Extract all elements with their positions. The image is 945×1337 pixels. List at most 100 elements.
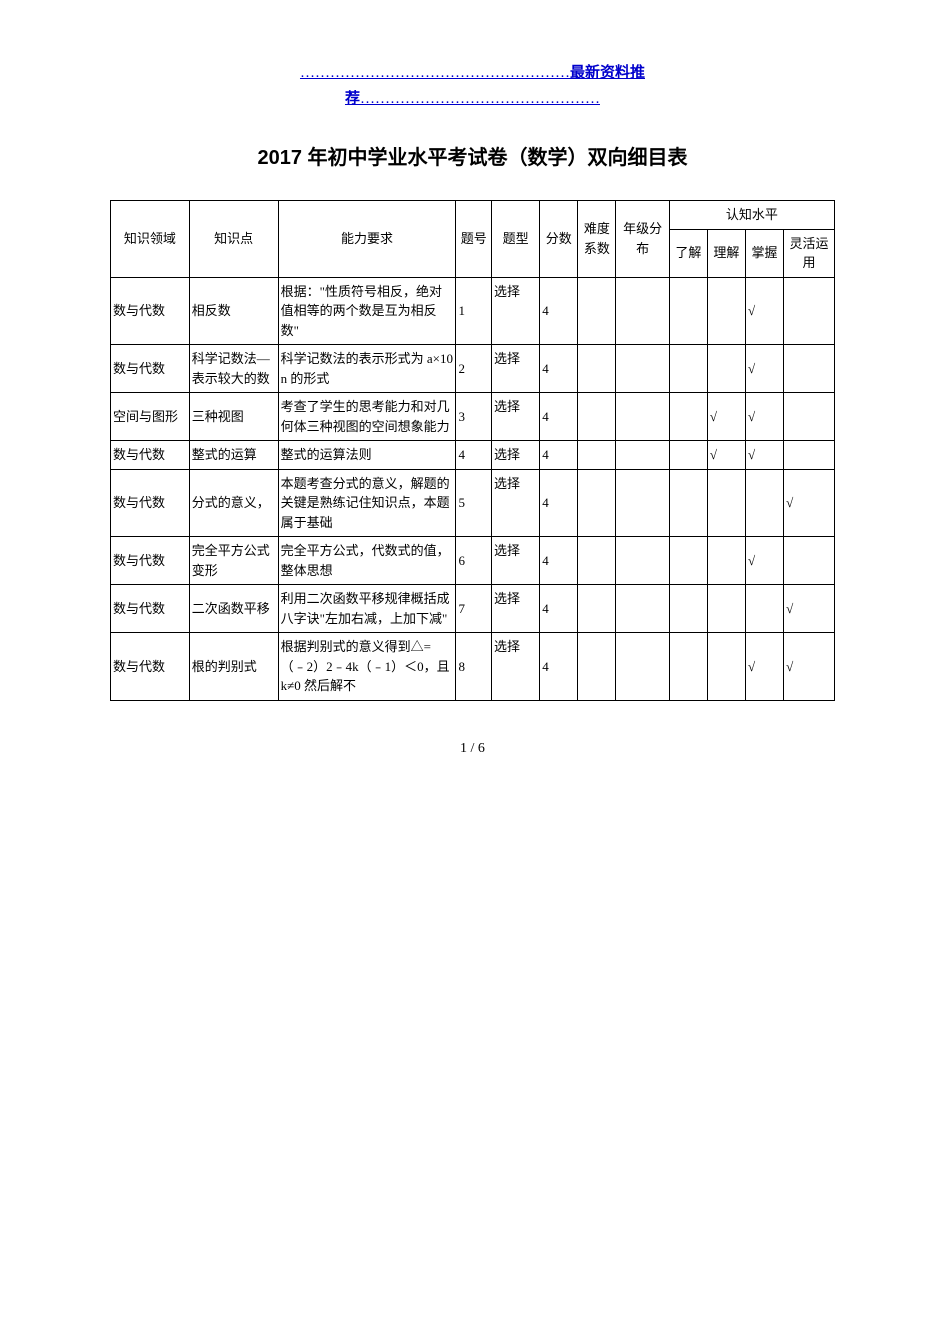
cell-cog-master: √ xyxy=(745,393,783,441)
cell-num: 3 xyxy=(456,393,492,441)
th-domain: 知识领域 xyxy=(111,201,190,278)
table-row: 数与代数完全平方公式变形完全平方公式，代数式的值，整体思想6选择4√ xyxy=(111,537,835,585)
cell-score: 4 xyxy=(540,441,578,470)
cell-num: 7 xyxy=(456,585,492,633)
cell-cog-flexible xyxy=(784,345,835,393)
table-row: 数与代数整式的运算整式的运算法则4选择4√√ xyxy=(111,441,835,470)
cell-cog-master: √ xyxy=(745,277,783,345)
cell-type: 选择 xyxy=(492,393,540,441)
banner-dots-left: ……………………………………………… xyxy=(300,65,570,81)
cell-difficulty xyxy=(578,393,616,441)
cell-num: 8 xyxy=(456,633,492,701)
cell-cog-master xyxy=(745,585,783,633)
cell-req: 考查了学生的思考能力和对几何体三种视图的空间想象能力 xyxy=(278,393,456,441)
cell-score: 4 xyxy=(540,393,578,441)
cell-cog-master: √ xyxy=(745,345,783,393)
header-row-1: 知识领域 知识点 能力要求 题号 题型 分数 难度系数 年级分布 认知水平 xyxy=(111,201,835,230)
cell-type: 选择 xyxy=(492,441,540,470)
cell-difficulty xyxy=(578,345,616,393)
cell-cog-flexible xyxy=(784,537,835,585)
cell-cog-flexible: √ xyxy=(784,633,835,701)
cell-point: 完全平方公式变形 xyxy=(189,537,278,585)
table-row: 空间与图形三种视图考查了学生的思考能力和对几何体三种视图的空间想象能力3选择4 √… xyxy=(111,393,835,441)
cell-cog-comprehend: √ xyxy=(707,441,745,470)
cell-cog-flexible xyxy=(784,441,835,470)
cell-req: 利用二次函数平移规律概括成八字诀"左加右减，上加下减" xyxy=(278,585,456,633)
cell-cog-know xyxy=(669,469,707,537)
cell-grade xyxy=(616,441,669,470)
cell-point: 相反数 xyxy=(189,277,278,345)
cell-cog-flexible xyxy=(784,393,835,441)
cell-grade xyxy=(616,585,669,633)
cell-score: 4 xyxy=(540,277,578,345)
th-grade: 年级分布 xyxy=(616,201,669,278)
cell-grade xyxy=(616,345,669,393)
th-point: 知识点 xyxy=(189,201,278,278)
th-score: 分数 xyxy=(540,201,578,278)
cell-domain: 空间与图形 xyxy=(111,393,190,441)
cell-domain: 数与代数 xyxy=(111,345,190,393)
cell-cog-comprehend xyxy=(707,633,745,701)
banner-text-2: 荐 xyxy=(345,91,360,107)
table-row: 数与代数二次函数平移利用二次函数平移规律概括成八字诀"左加右减，上加下减"7选择… xyxy=(111,585,835,633)
cell-cog-know xyxy=(669,537,707,585)
cell-point: 根的判别式 xyxy=(189,633,278,701)
page-footer: 1 / 6 xyxy=(110,741,835,757)
cell-req: 科学记数法的表示形式为 a×10n 的形式 xyxy=(278,345,456,393)
cell-score: 4 xyxy=(540,469,578,537)
cell-cog-comprehend xyxy=(707,537,745,585)
cell-req: 根据判别式的意义得到△=（﹣2）2﹣4k（﹣1）＜0，且 k≠0 然后解不 xyxy=(278,633,456,701)
cell-cog-comprehend xyxy=(707,345,745,393)
th-cog-know: 了解 xyxy=(669,229,707,277)
cell-cog-know xyxy=(669,441,707,470)
cell-difficulty xyxy=(578,585,616,633)
cell-cog-flexible: √ xyxy=(784,469,835,537)
cell-point: 三种视图 xyxy=(189,393,278,441)
page: ………………………………………………最新资料推 荐………………………………………… xyxy=(0,0,945,797)
cell-req: 本题考查分式的意义，解题的关键是熟练记住知识点，本题属于基础 xyxy=(278,469,456,537)
cell-num: 4 xyxy=(456,441,492,470)
cell-type: 选择 xyxy=(492,469,540,537)
cell-point: 科学记数法—表示较大的数 xyxy=(189,345,278,393)
table-row: 数与代数相反数根据："性质符号相反，绝对值相等的两个数是互为相反数"1选择4√ xyxy=(111,277,835,345)
cell-domain: 数与代数 xyxy=(111,277,190,345)
cell-difficulty xyxy=(578,277,616,345)
banner: ………………………………………………最新资料推 荐………………………………………… xyxy=(110,60,835,111)
banner-text-1: 最新资料推 xyxy=(570,65,645,81)
cell-domain: 数与代数 xyxy=(111,633,190,701)
cell-cog-master: √ xyxy=(745,633,783,701)
cell-num: 1 xyxy=(456,277,492,345)
cell-cog-flexible: √ xyxy=(784,585,835,633)
banner-dots-right: ………………………………………… xyxy=(360,91,600,107)
cell-type: 选择 xyxy=(492,345,540,393)
cell-domain: 数与代数 xyxy=(111,441,190,470)
cell-grade xyxy=(616,537,669,585)
cell-score: 4 xyxy=(540,585,578,633)
cell-cog-master xyxy=(745,469,783,537)
table-body: 数与代数相反数根据："性质符号相反，绝对值相等的两个数是互为相反数"1选择4√数… xyxy=(111,277,835,700)
cell-req: 整式的运算法则 xyxy=(278,441,456,470)
cell-difficulty xyxy=(578,537,616,585)
cell-cog-know xyxy=(669,585,707,633)
cell-grade xyxy=(616,469,669,537)
cell-domain: 数与代数 xyxy=(111,537,190,585)
cell-num: 2 xyxy=(456,345,492,393)
cell-difficulty xyxy=(578,633,616,701)
th-type: 题型 xyxy=(492,201,540,278)
cell-type: 选择 xyxy=(492,585,540,633)
cell-cog-know xyxy=(669,393,707,441)
cell-req: 完全平方公式，代数式的值，整体思想 xyxy=(278,537,456,585)
cell-cog-comprehend xyxy=(707,277,745,345)
th-cog-comprehend: 理解 xyxy=(707,229,745,277)
cell-num: 5 xyxy=(456,469,492,537)
spec-table: 知识领域 知识点 能力要求 题号 题型 分数 难度系数 年级分布 认知水平 了解… xyxy=(110,200,835,701)
cell-point: 分式的意义， xyxy=(189,469,278,537)
cell-cog-master: √ xyxy=(745,441,783,470)
cell-domain: 数与代数 xyxy=(111,469,190,537)
cell-score: 4 xyxy=(540,633,578,701)
cell-type: 选择 xyxy=(492,277,540,345)
cell-score: 4 xyxy=(540,345,578,393)
cell-num: 6 xyxy=(456,537,492,585)
cell-difficulty xyxy=(578,441,616,470)
cell-cog-know xyxy=(669,345,707,393)
